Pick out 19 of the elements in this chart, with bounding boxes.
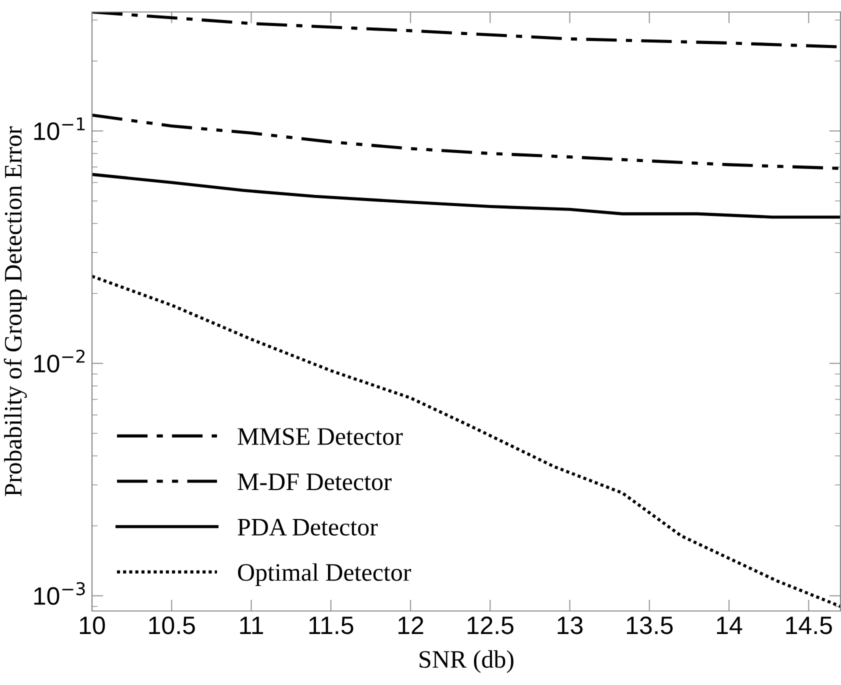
- x-tick-label: 12.5: [468, 616, 514, 634]
- y-tick-label: 10$^{−2}$: [34, 350, 84, 372]
- x-tick-label: 11: [240, 616, 264, 634]
- x-tick-label: 10: [80, 616, 105, 634]
- legend-label: PDA Detector: [238, 518, 378, 536]
- y-tick-label: 10$^{−1}$: [34, 118, 85, 140]
- y-axis-title: Probability of Group Detection Error: [4, 126, 27, 496]
- legend-label: M-DF Detector: [238, 474, 392, 490]
- x-tick-label: 14.5: [786, 616, 832, 634]
- y-tick-label: 10$^{−3}$: [34, 582, 85, 605]
- x-tick-label: 13: [558, 616, 583, 634]
- legend-label: Optimal Detector: [238, 563, 412, 586]
- x-tick-label: 14: [717, 616, 742, 634]
- x-axis-title: SNR (db): [420, 650, 514, 673]
- x-tick-label: 13.5: [626, 616, 673, 634]
- x-tick-label: 12: [398, 616, 424, 634]
- x-tick-label: 11.5: [309, 616, 354, 634]
- legend-label: MMSE Detector: [238, 428, 403, 445]
- x-tick-label: 10.5: [149, 616, 195, 634]
